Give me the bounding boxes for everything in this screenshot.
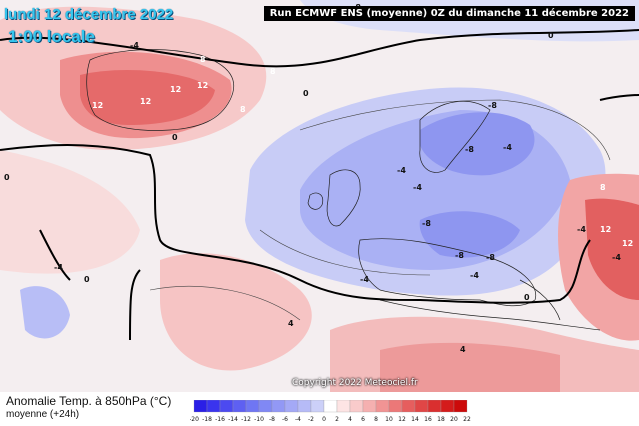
color-scale-swatch (310, 400, 325, 413)
temperature-anomaly-map: -8 0 0 12 12 12 8 8 8 12 0 -8 -8 -4 -4 -… (0, 0, 639, 392)
contour-label: 4 (460, 345, 466, 354)
contour-label: -4 (130, 41, 139, 50)
color-scale-tick: 16 (424, 416, 432, 423)
contour-label: -4 (503, 143, 512, 152)
contour-label: 8 (240, 105, 246, 114)
color-scale-swatch (336, 400, 351, 413)
contour-label: 0 (548, 31, 554, 40)
warm-area-left (0, 150, 140, 274)
contour-label: 12 (600, 225, 611, 234)
warm-area-east-core (585, 198, 639, 300)
zero-contours (0, 29, 639, 341)
contour-label: 12 (622, 239, 633, 248)
cold-area-central-core (419, 211, 520, 258)
warm-area-greenland-core (80, 70, 215, 125)
color-scale-tick: 18 (437, 416, 445, 423)
color-scale-tick: -18 (202, 416, 212, 423)
color-scale-tick: 10 (385, 416, 393, 423)
contour-label: 0 (84, 275, 90, 284)
contour-label: 8 (200, 55, 206, 64)
color-scale-swatch (219, 400, 234, 413)
warm-area-atlantic-south (160, 253, 312, 371)
contour-label: -8 (465, 145, 474, 154)
color-scale-tick: 12 (398, 416, 406, 423)
map-canvas: -8 0 0 12 12 12 8 8 8 12 0 -8 -8 -4 -4 -… (0, 0, 639, 392)
contour-label: -8 (455, 251, 464, 260)
forecast-date: lundi 12 décembre 2022 (4, 6, 174, 23)
contour-label: 0 (303, 89, 309, 98)
contour-label: -8 (422, 219, 431, 228)
color-scale-swatch (349, 400, 364, 413)
color-scale-tick: -16 (215, 416, 225, 423)
color-scale-swatch (271, 400, 286, 413)
contour-label: 12 (140, 97, 151, 106)
color-scale-tick: 0 (322, 416, 326, 423)
color-scale-swatch (232, 400, 247, 413)
color-scale-tick: -14 (228, 416, 238, 423)
color-scale-tick: 4 (348, 416, 352, 423)
color-scale-swatch (401, 400, 416, 413)
color-scale-swatch (297, 400, 312, 413)
color-scale-tick: -6 (282, 416, 288, 423)
contour-label: 12 (92, 101, 103, 110)
color-scale-swatch (453, 400, 468, 413)
legend-subtitle: moyenne (+24h) (6, 409, 80, 420)
forecast-time: 1:00 locale (8, 27, 95, 46)
color-scale-swatch (193, 400, 208, 413)
contour-label: 0 (4, 173, 10, 182)
color-scale-tick: 2 (335, 416, 339, 423)
contour-label: 4 (288, 319, 294, 328)
contour-label: -4 (612, 253, 621, 262)
contour-label: 0 (172, 133, 178, 142)
contour-label: -8 (486, 253, 495, 262)
color-scale-swatch (284, 400, 299, 413)
color-scale-swatch (323, 400, 338, 413)
coastlines (86, 49, 601, 331)
color-scale-swatch (375, 400, 390, 413)
color-scale-swatch (362, 400, 377, 413)
color-scale-swatch (414, 400, 429, 413)
color-scale-tick: -4 (295, 416, 301, 423)
color-scale-tick: -10 (254, 416, 264, 423)
color-scale-swatch (258, 400, 273, 413)
color-scale: -20 -18 -16 -14 -12 -10 -8 -6 -4 -2 0 2 4 6 8 10 12 14 16 1… (190, 400, 471, 423)
color-scale-tick: -8 (269, 416, 275, 423)
color-scale-tick: -12 (241, 416, 251, 423)
color-scale-swatch (427, 400, 442, 413)
contour-label: -4 (577, 225, 586, 234)
color-scale-tick: -2 (308, 416, 314, 423)
legend-title: Anomalie Temp. à 850hPa (°C) (6, 394, 172, 408)
iso-contours (149, 99, 611, 321)
contour-label: -4 (360, 275, 369, 284)
contour-label: -4 (413, 183, 422, 192)
copyright: Copyright 2022 Meteociel.fr (292, 378, 418, 388)
cold-area-scandinavia-core (420, 112, 535, 176)
warm-area-north-africa-core (380, 342, 560, 392)
legend-panel: Anomalie Temp. à 850hPa (°C) moyenne (+2… (0, 392, 639, 426)
color-scale-swatch (206, 400, 221, 413)
contour-label: 0 (524, 293, 530, 302)
contour-label: 12 (197, 81, 208, 90)
color-scale-tick: 22 (463, 416, 471, 423)
color-scale-tick: 6 (361, 416, 365, 423)
color-scale-tick: -20 (190, 416, 199, 423)
color-scale-tick: 8 (374, 416, 378, 423)
contour-label: 8 (270, 67, 276, 76)
color-scale-swatch (245, 400, 260, 413)
contour-label: 8 (600, 183, 606, 192)
color-scale-swatch (388, 400, 403, 413)
cold-area-atlantic-west (20, 286, 70, 339)
contour-label: 12 (170, 85, 181, 94)
color-scale-swatch (440, 400, 455, 413)
color-scale-tick: 20 (450, 416, 458, 423)
contour-label: -8 (488, 101, 497, 110)
model-run-banner: Run ECMWF ENS (moyenne) 0Z du dimanche 1… (263, 6, 635, 21)
contour-label: -4 (54, 263, 63, 272)
contour-label: -4 (397, 166, 406, 175)
color-scale-tick: 14 (411, 416, 419, 423)
contour-label: -4 (470, 271, 479, 280)
